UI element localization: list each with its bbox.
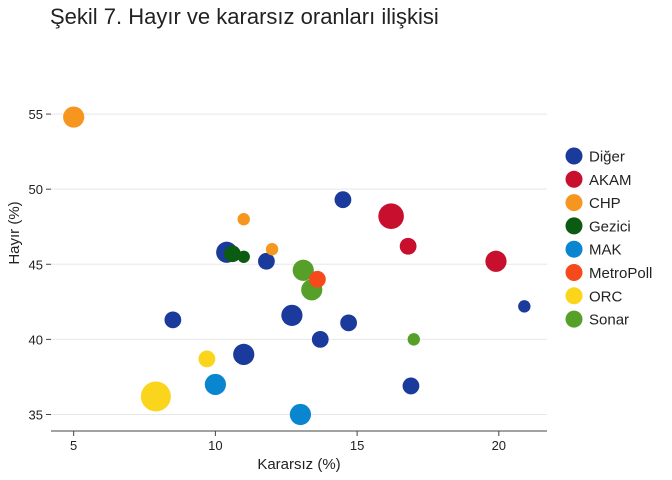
legend-marker (565, 264, 583, 281)
data-point (265, 243, 279, 256)
x-tick-label: 10 (208, 438, 222, 453)
legend-label: ORC (589, 288, 623, 305)
legend-label: MetroPoll (589, 265, 652, 282)
legend-marker (565, 194, 583, 212)
data-point (399, 237, 417, 255)
legend-marker (565, 287, 583, 305)
data-point (340, 314, 357, 332)
data-point (233, 343, 255, 365)
legend-label: Sonar (589, 312, 629, 329)
data-point (198, 350, 216, 368)
data-point (164, 311, 182, 329)
x-tick-label: 15 (350, 438, 364, 453)
legend-marker (565, 147, 583, 165)
data-point (258, 252, 275, 270)
x-tick-label: 5 (70, 438, 77, 453)
data-point (223, 245, 241, 263)
y-tick-label: 50 (29, 182, 43, 197)
y-tick-label: 55 (29, 107, 43, 122)
data-point (485, 250, 507, 272)
legend-label: AKAM (589, 172, 632, 189)
data-point (518, 300, 531, 313)
x-axis-label: Kararsız (%) (257, 456, 340, 473)
data-point (309, 270, 326, 288)
data-points (63, 106, 531, 426)
x-tick-label: 20 (492, 438, 506, 453)
y-tick-label: 35 (29, 407, 43, 422)
legend-marker (565, 310, 583, 328)
legend-marker (565, 170, 583, 188)
y-tick-label: 40 (29, 332, 43, 347)
y-tick-label: 45 (29, 257, 43, 272)
chart-title: Şekil 7. Hayır ve kararsız oranları iliş… (50, 4, 439, 29)
data-point (289, 403, 312, 426)
y-axis-label: Hayır (%) (6, 201, 23, 264)
legend-label: Gezici (589, 218, 631, 235)
legend-label: Diğer (589, 149, 625, 166)
legend-marker (565, 217, 583, 235)
legend-label: MAK (589, 242, 622, 259)
data-point (378, 203, 404, 230)
data-point (140, 381, 171, 412)
data-point (237, 250, 250, 263)
legend-marker (565, 240, 583, 258)
data-point (204, 373, 226, 396)
data-point (311, 330, 329, 348)
data-point (402, 377, 420, 395)
data-point (237, 213, 250, 226)
legend-label: CHP (589, 195, 621, 212)
data-point (63, 106, 85, 128)
data-point (292, 259, 314, 281)
data-point (407, 333, 420, 346)
legend: Diğer AKAM CHP Gezici MAK MetroPoll ORC Sonar (565, 147, 652, 329)
data-point (334, 191, 352, 209)
data-point (281, 304, 303, 326)
